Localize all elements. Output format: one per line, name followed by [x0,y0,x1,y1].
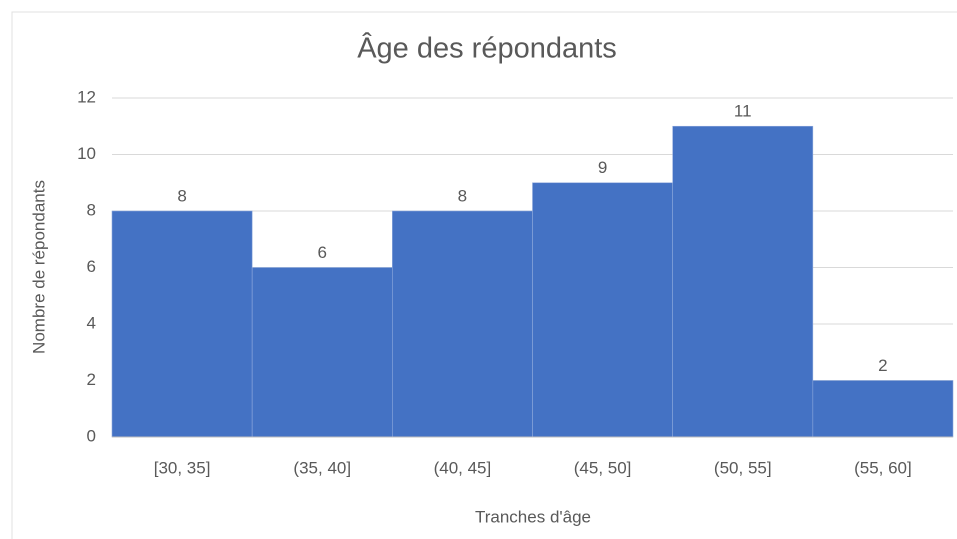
data-label: 8 [177,186,186,205]
y-tick-label: 2 [87,370,96,389]
y-tick-label: 4 [87,313,96,332]
chart-title: Âge des répondants [357,32,617,65]
y-tick-label: 8 [87,200,96,219]
x-tick-label: (50, 55] [714,458,772,477]
x-tick-label: (35, 40] [293,458,351,477]
x-tick-label: (45, 50] [574,458,632,477]
bar [392,210,533,438]
data-label: 6 [318,243,327,262]
data-label: 11 [734,102,752,121]
y-axis-label: Nombre de répondants [29,180,48,354]
data-label: 2 [878,356,887,375]
y-tick-label: 12 [77,87,96,106]
bar [672,125,814,438]
chart-border [11,11,957,539]
bar [111,210,253,438]
data-label: 8 [458,186,467,205]
y-tick-label: 10 [77,144,96,163]
bar [532,182,673,438]
y-tick-label: 0 [87,426,96,445]
x-tick-label: [30, 35] [154,458,211,477]
bar [812,380,954,438]
x-tick-label: (40, 45] [434,458,492,477]
bar [251,267,393,438]
y-tick-label: 6 [87,257,96,276]
x-axis-label: Tranches d'âge [475,507,591,526]
x-tick-label: (55, 60] [854,458,912,477]
data-label: 9 [598,158,607,177]
